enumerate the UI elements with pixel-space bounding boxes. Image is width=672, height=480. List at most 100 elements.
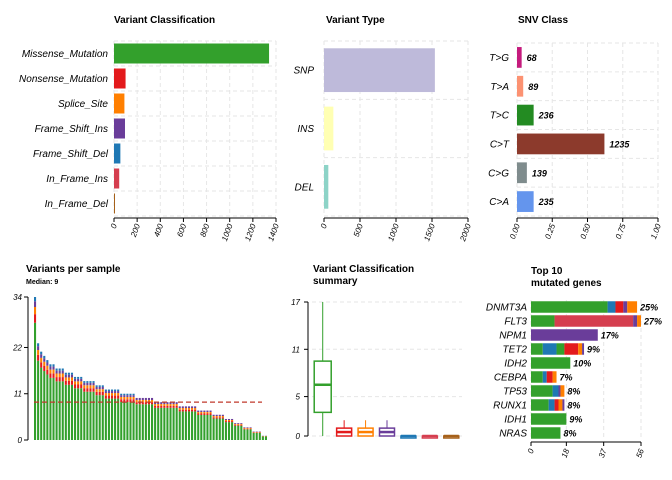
vps-bar-56-seg-2 [206,412,209,414]
top10-data-label-7: 8% [567,401,580,411]
vps-bar-3-seg-3 [43,358,46,362]
vps-bar-40-seg-2 [157,404,160,406]
vps-bar-34-seg-0 [138,404,141,440]
vps-bar-70-seg-3 [249,427,252,429]
vps-bar-2-seg-1 [40,362,43,368]
vps-bar-20-seg-2 [95,389,98,392]
vps-bar-9-seg-1 [61,377,64,382]
vc-bar-1 [114,68,126,89]
vps-bar-54-seg-0 [200,414,203,440]
vps-bar-69-seg-1 [246,428,249,430]
vc-bar-0 [114,43,270,64]
vps-bar-62-seg-1 [224,421,227,423]
vps-bar-6-seg-1 [52,373,55,378]
vps-bar-65-seg-0 [234,425,237,440]
vps-subtitle: Median: 9 [26,279,58,286]
vps-bar-68-seg-0 [243,429,246,440]
top10-title: Top 10 [531,266,563,277]
top10-gene-label-6: TP53 [503,387,527,398]
top10-plot: 0 18 37 56 DNMT3A 25% FLT3 27% NPM1 17% TET2 9% IDH2… [486,300,662,459]
vps-bar-43-seg-0 [166,407,169,440]
vps-bar-33-seg-3 [135,397,138,401]
vps-bar-52-seg-3 [194,406,197,409]
vps-bar-68-seg-3 [243,427,246,429]
vps-bar-35-seg-1 [141,402,144,405]
top10-data-label-4: 10% [573,359,591,369]
vps-bar-66-seg-2 [237,424,240,425]
top10-bar-9-seg-0 [531,427,561,439]
vps-bar-26-seg-2 [114,393,117,396]
vps-bar-31-seg-2 [129,396,132,400]
vt-title: Variant Type [326,15,385,26]
top10-bar-2-seg-0 [531,329,598,341]
vcs-ytick-label-0: 0 [296,432,301,441]
vps-bar-23-seg-4 [104,389,107,392]
top10-bar-1-seg-2 [633,315,638,327]
vps-bar-45-seg-1 [172,405,175,408]
vps-bar-3-seg-1 [43,365,46,372]
vps-bar-68-seg-1 [243,428,246,430]
vt-bar-1 [324,106,334,151]
vps-ytick-label-3: 34 [13,293,22,302]
top10-gene-label-5: CEBPA [494,373,527,384]
vps-bar-41-seg-1 [160,405,163,408]
top10-bar-5-seg-1 [542,371,547,383]
vps-bar-4-seg-3 [46,362,49,366]
vps-bar-25-seg-2 [110,393,114,396]
snv-data-label-2: 236 [538,111,555,121]
top10-bar-0-seg-3 [623,301,628,313]
vps-bar-46-seg-3 [175,402,178,405]
vc-category-label-4: Frame_Shift_Del [33,149,109,160]
snv-category-label-5: C>A [489,197,509,208]
vps-bar-9-seg-2 [61,373,64,378]
vps-bar-32-seg-1 [132,399,135,403]
vps-bar-1-seg-2 [37,350,40,355]
top10-bar-7-seg-1 [548,399,555,411]
vps-bar-7-seg-4 [55,368,58,371]
vps-bar-8-seg-2 [58,373,61,378]
top10-bar-0-seg-2 [615,301,624,313]
vps-bar-47-seg-2 [178,408,181,410]
vps-bar-2-seg-2 [40,357,43,363]
snv-data-label-1: 89 [528,82,538,92]
vps-bar-27-seg-3 [117,391,120,394]
top10-xtick-label-0: 0 [526,447,536,455]
vps-bar-1-seg-1 [37,354,40,361]
top10-bar-3-seg-0 [531,343,543,355]
vps-bar-50-seg-3 [187,406,191,409]
top10-data-label-5: 7% [560,373,573,383]
vt-bar-0 [324,48,435,93]
top10-bar-3-seg-2 [556,343,565,355]
vps-bar-40-seg-3 [157,402,160,405]
vc-xtick-label-2: 400 [152,222,165,238]
vps-bar-21-seg-4 [98,385,101,387]
vps-bar-22-seg-4 [101,385,104,387]
vps-bar-61-seg-3 [221,414,224,417]
top10-bar-6-seg-2 [558,385,561,397]
vps-bar-37-seg-3 [147,397,150,401]
vps-bar-39-seg-0 [154,407,157,440]
top10-bar-3-seg-4 [578,343,583,355]
vc-bar-2 [114,93,125,114]
vps-bar-31-seg-1 [129,399,132,403]
vps-bar-29-seg-0 [123,402,126,440]
snv-bar-3 [517,133,605,155]
vc-bar-3 [114,118,125,139]
vps-bar-12-seg-3 [70,374,74,378]
vc-plot: 0 200 400 600 800 1000 1200 1400 Missense_Mutati… [19,40,281,242]
vps-bar-15-seg-1 [80,384,83,389]
vps-bar-12-seg-1 [70,380,74,385]
snv-data-label-4: 139 [532,168,547,178]
vps-bar-3-seg-4 [43,355,46,359]
vps-bar-9-seg-0 [61,381,64,440]
vps-bar-26-seg-4 [114,389,117,392]
vps-bar-5-seg-3 [49,366,52,370]
vps-bar-13-seg-4 [74,376,77,379]
top10-bar-5-seg-2 [546,371,553,383]
vps-bar-27-seg-4 [117,389,120,392]
vps-bar-70-seg-2 [249,428,252,429]
vps-bar-34-seg-2 [138,400,141,403]
vps-bar-27-seg-2 [117,393,120,396]
snv-category-label-2: T>C [490,111,510,122]
